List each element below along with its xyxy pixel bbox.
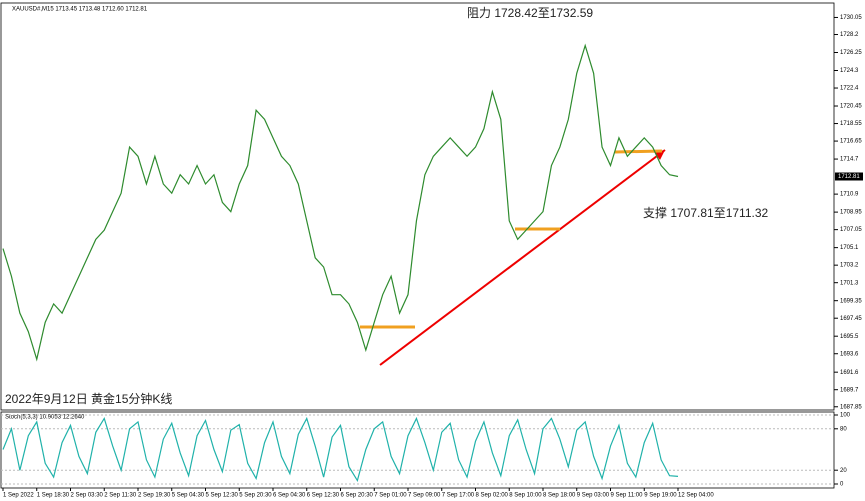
y-tick-label: 1718.55 xyxy=(840,121,862,127)
y-tick-label: 100 xyxy=(840,413,851,419)
x-tick-label: 6 Sep 20:30 xyxy=(341,493,374,499)
main-panel xyxy=(0,2,835,411)
annotation: 阻力 1728.42至1732.59 xyxy=(467,6,593,20)
y-tick-label: 1699.35 xyxy=(840,298,862,304)
x-tick-label: 1 Sep 18:30 xyxy=(37,493,70,499)
y-tick-label: 1720.45 xyxy=(840,104,862,110)
stoch-panel xyxy=(0,411,835,489)
x-tick-label: 9 Sep 11:00 xyxy=(611,493,644,499)
stoch-title: Stoch(5,3,3) 10.9053 12.2640 xyxy=(5,415,85,421)
y-tick-label: 1728.2 xyxy=(840,32,859,38)
series-line xyxy=(2,416,679,483)
y-tick-label: 1707.05 xyxy=(840,227,862,233)
y-tick-label: 1708.95 xyxy=(840,210,862,216)
current-price: 1712.81 xyxy=(838,174,860,180)
x-tick-label: 2 Sep 03:30 xyxy=(71,493,104,499)
y-tick-label: 1691.6 xyxy=(840,370,859,376)
y-tick-label: 1714.7 xyxy=(840,157,859,163)
x-tick-label: 7 Sep 09:00 xyxy=(408,493,441,499)
x-tick-label: 12 Sep 04:00 xyxy=(678,493,714,499)
series-line xyxy=(2,43,679,362)
y-tick-label: 1730.05 xyxy=(840,15,862,21)
x-tick-label: 5 Sep 12:30 xyxy=(206,493,239,499)
y-tick-label: 1722.4 xyxy=(840,86,859,92)
chart-title: XAUUSD#,M15 1713.45 1713.48 1712.60 1712… xyxy=(12,7,148,13)
y-tick-label: 1716.65 xyxy=(840,139,862,145)
y-tick-label: 1701.3 xyxy=(840,280,859,286)
y-tick-label: 0 xyxy=(840,482,844,488)
price-marker xyxy=(835,172,863,181)
y-tick-label: 1710.9 xyxy=(840,192,859,198)
y-tick-label: 1695.5 xyxy=(840,334,859,340)
x-tick-label: 2 Sep 11:30 xyxy=(104,493,137,499)
x-tick-label: 9 Sep 03:00 xyxy=(577,493,610,499)
y-tick-label: 1689.7 xyxy=(840,387,859,393)
x-tick-label: 7 Sep 01:00 xyxy=(374,493,407,499)
y-tick-label: 1697.45 xyxy=(840,316,862,322)
y-tick-label: 80 xyxy=(840,426,847,432)
x-tick-label: 6 Sep 04:30 xyxy=(273,493,306,499)
y-tick-label: 1693.6 xyxy=(840,351,859,357)
y-tick-label: 1724.3 xyxy=(840,68,859,74)
y-tick-label: 20 xyxy=(840,468,847,474)
x-tick-label: 2 Sep 19:30 xyxy=(138,493,171,499)
trend-arrow xyxy=(379,149,666,366)
x-tick-label: 5 Sep 20:30 xyxy=(239,493,272,499)
y-tick-label: 1705.1 xyxy=(840,245,859,251)
x-tick-label: 1 Sep 2022 xyxy=(3,493,34,499)
y-tick-label: 1687.85 xyxy=(840,404,862,410)
x-tick-label: 9 Sep 19:00 xyxy=(644,493,677,499)
y-tick-label: 1726.25 xyxy=(840,50,862,56)
annotation: 2022年9月12日 黄金15分钟K线 xyxy=(5,391,172,406)
x-tick-label: 8 Sep 18:00 xyxy=(543,493,576,499)
x-tick-label: 8 Sep 10:00 xyxy=(509,493,542,499)
x-tick-label: 8 Sep 02:00 xyxy=(476,493,509,499)
x-tick-label: 5 Sep 04:30 xyxy=(172,493,205,499)
annotation: 支撑 1707.81至1711.32 xyxy=(643,205,769,220)
x-tick-label: 6 Sep 12:30 xyxy=(307,493,340,499)
y-tick-label: 1703.2 xyxy=(840,263,859,269)
x-tick-label: 7 Sep 17:00 xyxy=(442,493,475,499)
